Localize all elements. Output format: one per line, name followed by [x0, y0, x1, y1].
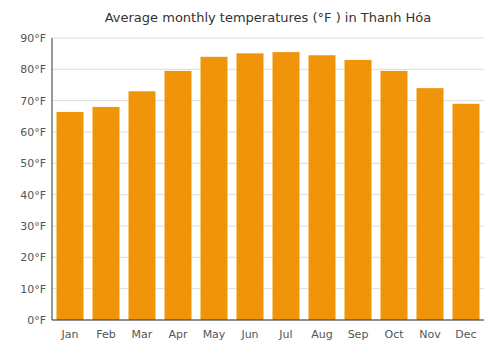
y-tick-label: 70°F	[20, 95, 46, 108]
x-tick-label: May	[203, 328, 226, 341]
y-tick-label: 0°F	[27, 314, 46, 327]
x-tick-label: Jan	[61, 328, 79, 341]
grid-line	[52, 69, 484, 70]
bar	[57, 112, 84, 320]
x-tick-label: Feb	[96, 328, 115, 341]
x-tick-label: Apr	[168, 328, 188, 341]
chart: Average monthly temperatures (°F ) in Th…	[0, 0, 500, 350]
bar	[273, 52, 300, 320]
bar	[165, 71, 192, 320]
title: Average monthly temperatures (°F ) in Th…	[105, 10, 432, 25]
bar	[345, 60, 372, 320]
x-tick-label: Aug	[311, 328, 332, 341]
y-tick-label: 10°F	[20, 283, 46, 296]
y-tick-label: 50°F	[20, 157, 46, 170]
grid	[52, 38, 484, 320]
y-tick-label: 30°F	[20, 220, 46, 233]
y-tick-label: 60°F	[20, 126, 46, 139]
chart-container: Average monthly temperatures (°F ) in Th…	[0, 0, 500, 350]
x-tick-label: Sep	[348, 328, 369, 341]
grid-line	[52, 320, 484, 321]
x-tick-label: Dec	[455, 328, 476, 341]
x-tick-label: Jul	[278, 328, 292, 341]
x-tick-label: Jun	[240, 328, 258, 341]
bar	[417, 88, 444, 320]
y-tick-label: 80°F	[20, 63, 46, 76]
bar	[201, 57, 228, 320]
y-axis-line	[52, 38, 53, 320]
y-tick-label: 40°F	[20, 189, 46, 202]
y-tick-label: 20°F	[20, 251, 46, 264]
bars	[57, 52, 480, 320]
x-axis-line	[52, 320, 484, 321]
bar	[309, 55, 336, 320]
bar	[381, 71, 408, 320]
grid-line	[52, 38, 484, 39]
bar	[453, 104, 480, 320]
x-tick-label: Nov	[419, 328, 441, 341]
bar	[129, 91, 156, 320]
x-tick-label: Oct	[384, 328, 404, 341]
y-tick-label: 90°F	[20, 32, 46, 45]
bar	[237, 53, 264, 320]
x-tick-label: Mar	[132, 328, 153, 341]
bar	[93, 107, 120, 320]
